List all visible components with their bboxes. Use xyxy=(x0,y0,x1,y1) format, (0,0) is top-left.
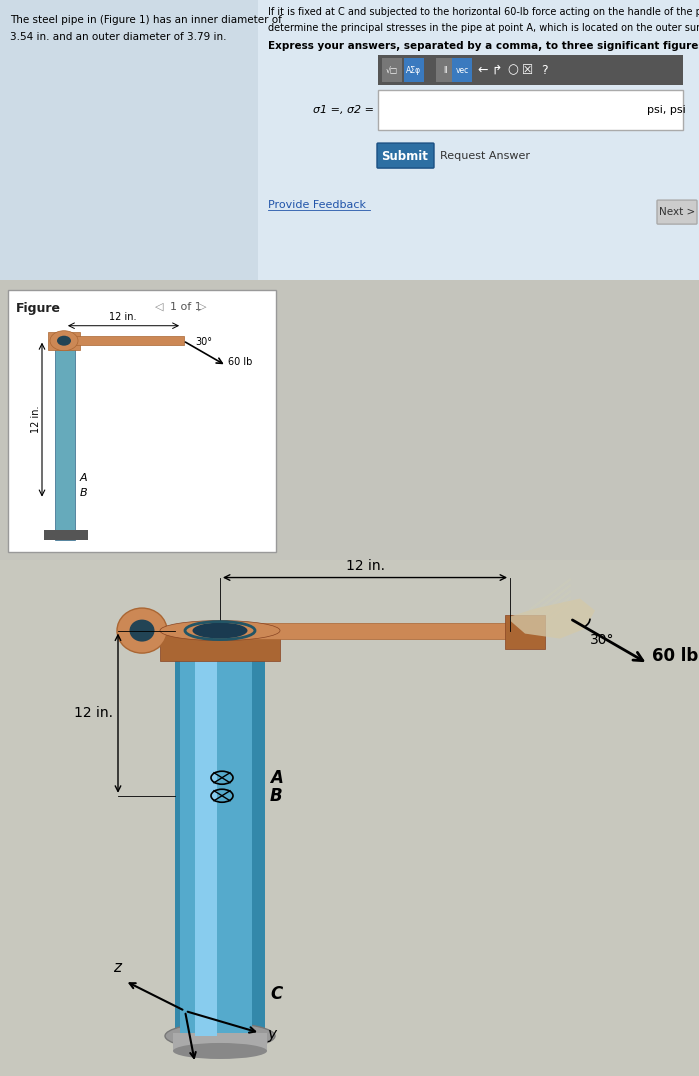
Text: 1 of 1: 1 of 1 xyxy=(170,301,202,312)
Text: A: A xyxy=(270,768,283,787)
Text: 60 lb: 60 lb xyxy=(229,356,252,367)
Bar xyxy=(48,331,80,350)
Bar xyxy=(44,529,88,539)
Text: 12 in.: 12 in. xyxy=(109,312,137,322)
Ellipse shape xyxy=(129,620,154,641)
Text: 12 in.: 12 in. xyxy=(345,558,384,572)
Text: If it is fixed at C and subjected to the horizontal 60-lb force acting on the ha: If it is fixed at C and subjected to the… xyxy=(268,8,699,17)
Text: AΣφ: AΣφ xyxy=(406,66,421,74)
Bar xyxy=(505,614,545,649)
Ellipse shape xyxy=(50,330,78,351)
Ellipse shape xyxy=(57,336,71,345)
Text: 12 in.: 12 in. xyxy=(31,406,41,434)
Bar xyxy=(436,58,456,82)
Text: Express your answers, separated by a comma, to three significant figures.: Express your answers, separated by a com… xyxy=(268,41,699,51)
Ellipse shape xyxy=(160,621,280,640)
Text: vec: vec xyxy=(455,66,468,74)
Text: B: B xyxy=(80,487,87,497)
FancyBboxPatch shape xyxy=(657,200,697,224)
Text: ←: ← xyxy=(477,63,488,76)
Text: ◁: ◁ xyxy=(155,301,164,312)
Text: 30°: 30° xyxy=(590,633,614,647)
Text: Request Answer: Request Answer xyxy=(440,151,530,161)
Text: √□: √□ xyxy=(386,66,398,74)
Text: Provide Feedback: Provide Feedback xyxy=(268,200,366,210)
Text: Submit: Submit xyxy=(382,150,428,162)
Text: ☒: ☒ xyxy=(522,63,533,76)
Text: y: y xyxy=(267,1028,276,1043)
Ellipse shape xyxy=(173,1043,267,1059)
Text: determine the principal stresses in the pipe at point A, which is located on the: determine the principal stresses in the … xyxy=(268,23,699,33)
FancyBboxPatch shape xyxy=(377,143,434,168)
Text: Next >: Next > xyxy=(659,207,695,217)
Bar xyxy=(175,646,265,1036)
Text: 12 in.: 12 in. xyxy=(74,706,113,720)
Text: II: II xyxy=(444,66,448,74)
Bar xyxy=(0,0,258,285)
Bar xyxy=(452,58,472,82)
Bar xyxy=(404,58,424,82)
Ellipse shape xyxy=(175,635,265,656)
Bar xyxy=(378,90,683,130)
Text: Figure: Figure xyxy=(16,301,61,315)
Text: B: B xyxy=(270,787,282,805)
Bar xyxy=(64,336,184,344)
Text: σ1 =, σ2 =: σ1 =, σ2 = xyxy=(313,105,374,115)
Text: ▷: ▷ xyxy=(198,301,206,312)
Bar xyxy=(220,623,510,638)
Bar xyxy=(160,631,280,661)
Ellipse shape xyxy=(117,608,167,653)
Polygon shape xyxy=(510,598,595,638)
Text: 3.54 in. and an outer diameter of 3.79 in.: 3.54 in. and an outer diameter of 3.79 i… xyxy=(10,32,226,42)
Bar xyxy=(378,55,683,85)
Ellipse shape xyxy=(192,623,247,638)
Text: The steel pipe in (Figure 1) has an inner diameter of: The steel pipe in (Figure 1) has an inne… xyxy=(10,15,282,25)
Bar xyxy=(8,289,276,552)
Bar xyxy=(180,646,252,1036)
Text: 30°: 30° xyxy=(195,337,212,346)
Text: ↱: ↱ xyxy=(492,63,503,76)
Bar xyxy=(173,1033,267,1051)
Text: x: x xyxy=(192,1073,201,1076)
Ellipse shape xyxy=(165,1023,275,1049)
Bar xyxy=(382,58,402,82)
Text: ○: ○ xyxy=(507,63,519,76)
Text: z: z xyxy=(113,960,121,975)
Text: 60 lb: 60 lb xyxy=(652,647,698,665)
Text: psi, psi: psi, psi xyxy=(647,105,686,115)
Text: A: A xyxy=(80,472,87,483)
Bar xyxy=(55,340,75,539)
Text: C: C xyxy=(270,985,282,1003)
Bar xyxy=(195,646,217,1036)
Text: ?: ? xyxy=(541,63,547,76)
